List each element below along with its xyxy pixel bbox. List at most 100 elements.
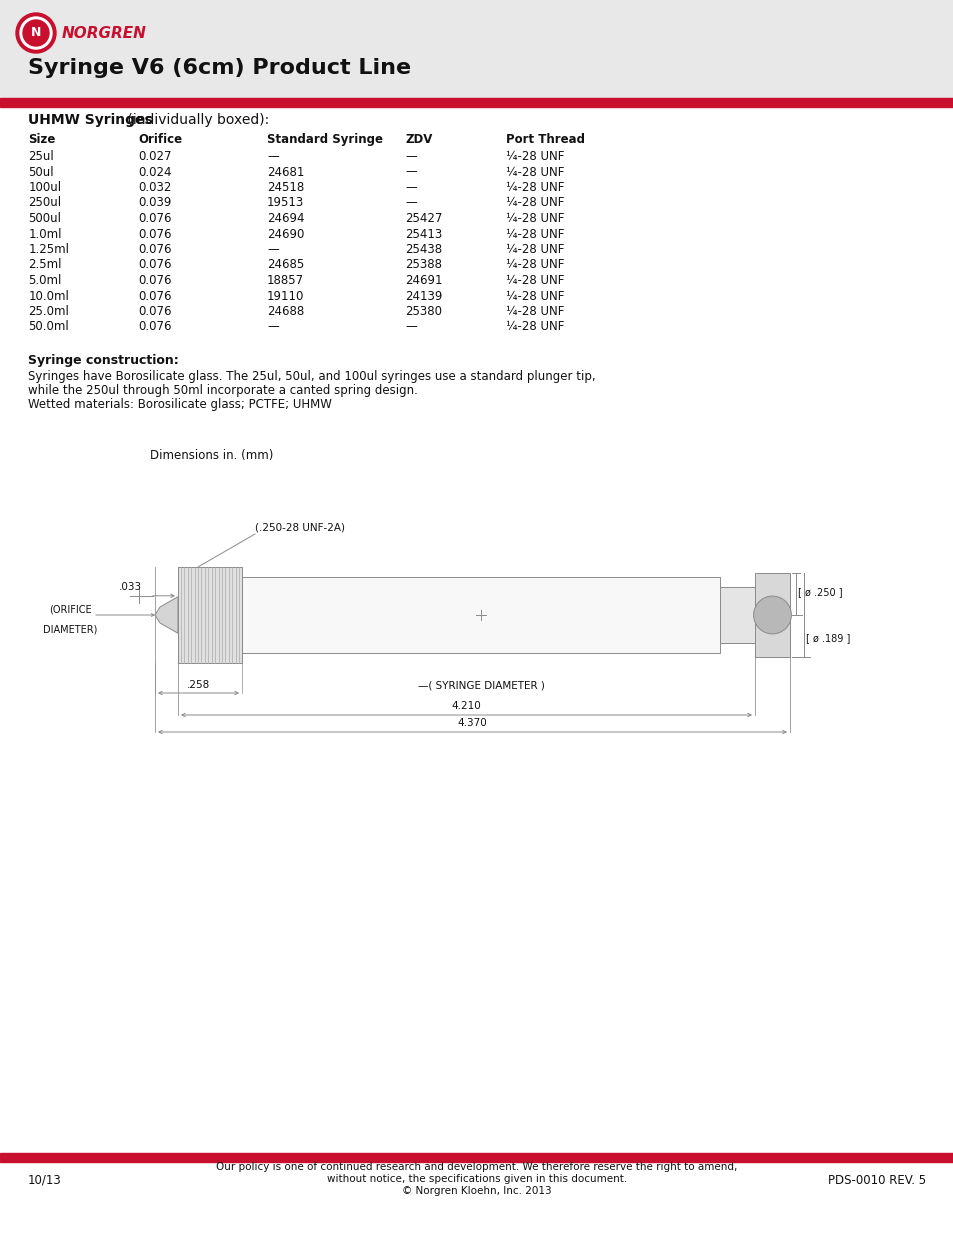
Text: 0.032: 0.032: [138, 182, 172, 194]
Text: 250ul: 250ul: [29, 196, 62, 210]
Text: 25380: 25380: [405, 305, 442, 317]
Text: 0.076: 0.076: [138, 321, 172, 333]
Text: © Norgren Kloehn, Inc. 2013: © Norgren Kloehn, Inc. 2013: [402, 1186, 551, 1195]
Text: —: —: [405, 321, 416, 333]
Text: while the 250ul through 50ml incorporate a canted spring design.: while the 250ul through 50ml incorporate…: [28, 384, 417, 396]
Text: —: —: [405, 196, 416, 210]
Text: 10.0ml: 10.0ml: [29, 289, 70, 303]
Bar: [0, 1161, 953, 1162]
Text: 25388: 25388: [405, 258, 442, 272]
Text: 500ul: 500ul: [29, 212, 62, 225]
Bar: [0, 98, 953, 105]
Text: 24681: 24681: [267, 165, 304, 179]
Text: 0.024: 0.024: [138, 165, 172, 179]
Text: —: —: [267, 321, 278, 333]
Text: Syringes have Borosilicate glass. The 25ul, 50ul, and 100ul syringes use a stand: Syringes have Borosilicate glass. The 25…: [28, 370, 595, 383]
Bar: [242, 577, 720, 653]
Bar: [0, 0, 953, 100]
Text: 25413: 25413: [405, 227, 442, 241]
Text: —: —: [267, 149, 278, 163]
Text: 18857: 18857: [267, 274, 304, 287]
Text: 24518: 24518: [267, 182, 304, 194]
Text: UHMW Syringes: UHMW Syringes: [28, 112, 152, 127]
Text: 19110: 19110: [267, 289, 304, 303]
Text: (.250-28 UNF-2A): (.250-28 UNF-2A): [254, 522, 345, 532]
Bar: [720, 587, 754, 643]
Text: 24690: 24690: [267, 227, 304, 241]
Text: —: —: [405, 182, 416, 194]
Text: Size: Size: [29, 133, 56, 146]
Text: Wetted materials: Borosilicate glass; PCTFE; UHMW: Wetted materials: Borosilicate glass; PC…: [28, 398, 332, 411]
Text: 0.076: 0.076: [138, 258, 172, 272]
Text: DIAMETER): DIAMETER): [43, 625, 97, 635]
Text: [ ø .250 ]: [ ø .250 ]: [797, 587, 841, 597]
Text: ¼-28 UNF: ¼-28 UNF: [505, 305, 563, 317]
Polygon shape: [154, 597, 178, 634]
Text: 0.076: 0.076: [138, 274, 172, 287]
Text: —( SYRINGE DIAMETER ): —( SYRINGE DIAMETER ): [417, 680, 544, 690]
Text: 0.076: 0.076: [138, 212, 172, 225]
Text: ¼-28 UNF: ¼-28 UNF: [505, 212, 563, 225]
Text: 25438: 25438: [405, 243, 442, 256]
Circle shape: [753, 597, 791, 634]
Text: 25.0ml: 25.0ml: [29, 305, 70, 317]
Text: 19513: 19513: [267, 196, 304, 210]
Text: ¼-28 UNF: ¼-28 UNF: [505, 165, 563, 179]
Text: [ ø .189 ]: [ ø .189 ]: [805, 634, 849, 643]
Text: 24139: 24139: [405, 289, 442, 303]
Text: ¼-28 UNF: ¼-28 UNF: [505, 321, 563, 333]
Text: Dimensions in. (mm): Dimensions in. (mm): [150, 450, 274, 462]
Text: 0.076: 0.076: [138, 289, 172, 303]
Text: ¼-28 UNF: ¼-28 UNF: [505, 149, 563, 163]
Bar: [0, 105, 953, 107]
Text: —: —: [267, 243, 278, 256]
Text: —: —: [405, 165, 416, 179]
Text: 2.5ml: 2.5ml: [29, 258, 62, 272]
Text: without notice, the specifications given in this document.: without notice, the specifications given…: [327, 1174, 626, 1184]
Text: Standard Syringe: Standard Syringe: [267, 133, 383, 146]
Text: 25ul: 25ul: [29, 149, 54, 163]
Text: 0.076: 0.076: [138, 305, 172, 317]
Text: Orifice: Orifice: [138, 133, 182, 146]
Text: ¼-28 UNF: ¼-28 UNF: [505, 227, 563, 241]
Text: ¼-28 UNF: ¼-28 UNF: [505, 182, 563, 194]
Text: 4.210: 4.210: [451, 701, 481, 711]
Circle shape: [16, 14, 56, 53]
Text: 0.076: 0.076: [138, 227, 172, 241]
Text: Our policy is one of continued research and development. We therefore reserve th: Our policy is one of continued research …: [216, 1162, 737, 1172]
Text: 50ul: 50ul: [29, 165, 54, 179]
Text: 0.076: 0.076: [138, 243, 172, 256]
Text: ¼-28 UNF: ¼-28 UNF: [505, 258, 563, 272]
Text: Port Thread: Port Thread: [505, 133, 584, 146]
Text: 100ul: 100ul: [29, 182, 62, 194]
Text: (ORIFICE: (ORIFICE: [49, 605, 91, 615]
Text: Syringe construction:: Syringe construction:: [28, 354, 178, 367]
Text: 0.027: 0.027: [138, 149, 172, 163]
Text: 1.25ml: 1.25ml: [29, 243, 70, 256]
Text: 5.0ml: 5.0ml: [29, 274, 62, 287]
Text: 1.0ml: 1.0ml: [29, 227, 62, 241]
Text: ¼-28 UNF: ¼-28 UNF: [505, 274, 563, 287]
Text: .033: .033: [118, 582, 141, 592]
Text: 50.0ml: 50.0ml: [29, 321, 70, 333]
Text: 24694: 24694: [267, 212, 304, 225]
Circle shape: [20, 17, 52, 49]
Text: 24685: 24685: [267, 258, 304, 272]
Text: .258: .258: [187, 680, 210, 690]
Text: —: —: [405, 149, 416, 163]
Text: N: N: [30, 26, 41, 40]
Text: 24688: 24688: [267, 305, 304, 317]
Text: Syringe V6 (6cm) Product Line: Syringe V6 (6cm) Product Line: [28, 58, 411, 78]
Text: 0.039: 0.039: [138, 196, 172, 210]
Text: ¼-28 UNF: ¼-28 UNF: [505, 243, 563, 256]
Text: NORGREN: NORGREN: [62, 26, 147, 41]
Text: 25427: 25427: [405, 212, 442, 225]
Bar: [178, 567, 242, 663]
Text: ¼-28 UNF: ¼-28 UNF: [505, 196, 563, 210]
Circle shape: [23, 20, 49, 46]
Text: 24691: 24691: [405, 274, 442, 287]
Text: 10/13: 10/13: [28, 1173, 62, 1187]
Bar: [754, 573, 789, 657]
Bar: [0, 1153, 953, 1160]
Text: (individually boxed):: (individually boxed):: [123, 112, 269, 127]
